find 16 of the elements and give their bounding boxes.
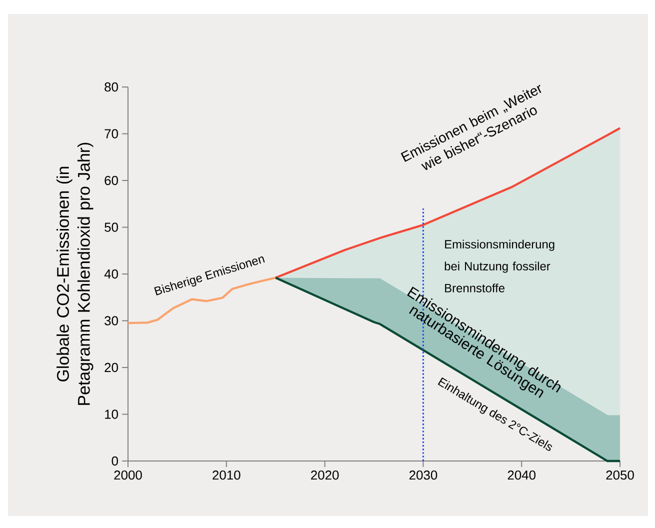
- y-axis-title: Globale CO2-Emissionen (in Petagramm Kohlendioxid pro Jahr): [56, 142, 94, 405]
- y-tick-label: 20: [104, 362, 118, 372]
- y-tick-label: 50: [104, 222, 118, 232]
- x-tick-label: 2040: [508, 470, 536, 480]
- x-tick-label: 2000: [114, 470, 142, 480]
- y-tick-label: 70: [104, 129, 118, 138]
- y-tick-label: 40: [104, 269, 118, 279]
- x-tick-label: 2020: [311, 470, 339, 480]
- y-tick-label: 0: [112, 456, 118, 466]
- y-tick-label: 60: [104, 176, 118, 186]
- x-tick-label: 2050: [606, 470, 634, 480]
- x-tick-label: 2030: [409, 470, 438, 480]
- y-tick-label: 80: [104, 82, 118, 92]
- x-tick-label: 2010: [212, 470, 240, 480]
- y-tick-label: 10: [105, 410, 118, 419]
- y-tick-label: 30: [104, 316, 118, 326]
